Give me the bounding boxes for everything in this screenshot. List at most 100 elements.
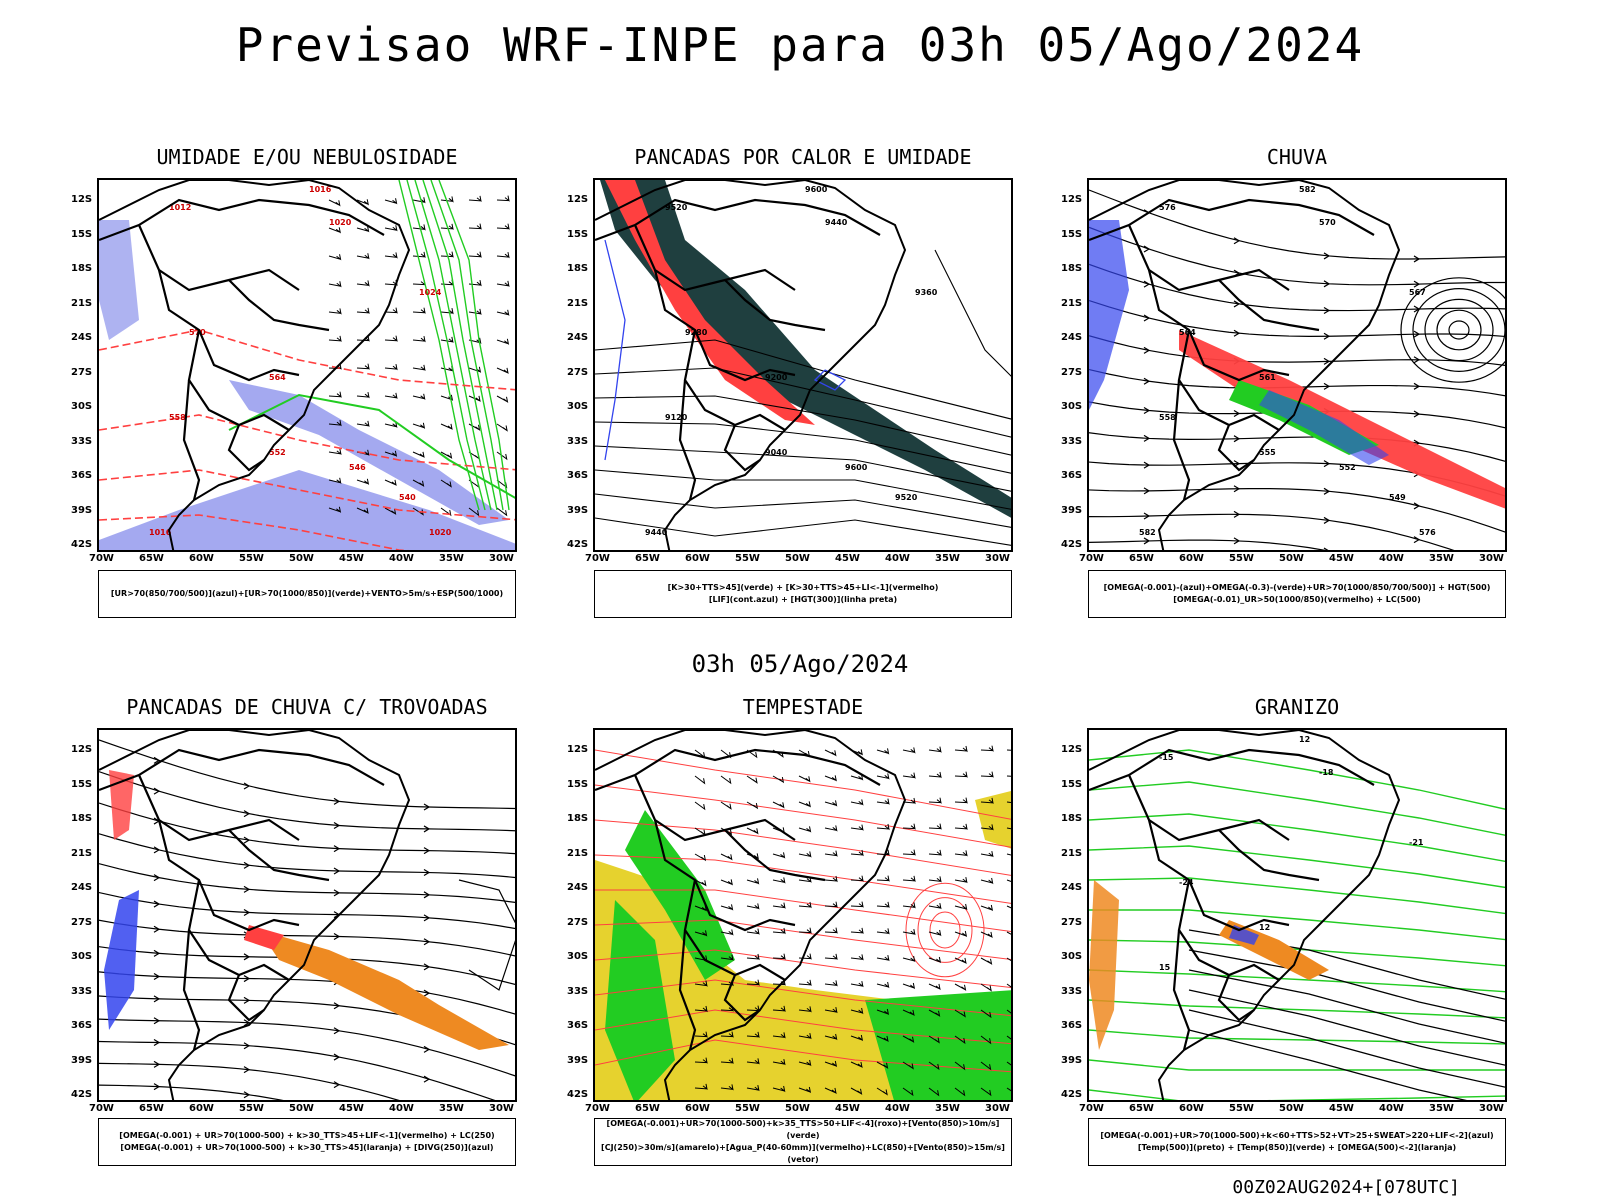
streamline-arrow	[153, 925, 161, 933]
country-border	[1218, 829, 1320, 882]
contour-label: 567	[1409, 288, 1426, 297]
streamline-arrow	[1143, 537, 1151, 545]
contour-label: 9520	[895, 493, 918, 502]
instability-red-area	[605, 180, 815, 425]
precip-water-red-contour	[595, 919, 1011, 961]
wind-vector	[902, 902, 916, 909]
wind-vector	[954, 823, 968, 831]
wind-vector	[412, 479, 425, 487]
wind-vector	[980, 1009, 992, 1019]
temp500-black-contour	[1188, 949, 1505, 1022]
longitude-label: 70W	[1079, 1103, 1104, 1114]
streamline-arrow	[153, 1083, 161, 1091]
latitude-label: 30S	[71, 951, 93, 962]
latitude-label: 36S	[71, 470, 93, 481]
wind-vector	[440, 365, 454, 372]
wind-vector	[412, 451, 425, 459]
wind-vector	[954, 850, 968, 857]
wind-vector	[496, 252, 510, 259]
latitude-label: 18S	[1061, 813, 1083, 824]
wind-vector	[720, 929, 734, 936]
longitude-label: 45W	[339, 553, 364, 564]
latitude-label: 39S	[71, 1054, 93, 1066]
wind-vector	[798, 927, 812, 934]
streamline-arrow	[1233, 410, 1241, 418]
wind-vector	[928, 903, 942, 910]
streamline	[99, 891, 515, 930]
latitude-label: 18S	[1061, 263, 1083, 274]
country-border	[182, 929, 201, 1051]
streamline-arrow	[333, 845, 341, 853]
wind-vector	[824, 927, 838, 934]
precip-water-red-contour	[905, 882, 985, 978]
latitude-label: 27S	[567, 366, 589, 378]
humidity-blue-area	[99, 470, 515, 550]
latitude-label: 30S	[567, 951, 589, 962]
wind-vector	[468, 507, 480, 517]
longitude-label: 65W	[635, 553, 660, 564]
streamline-arrow	[1143, 314, 1151, 322]
contour-label: 9040	[765, 448, 788, 457]
wind-vector	[850, 799, 864, 806]
panel-title: UMIDADE E/OU NEBULOSIDADE	[156, 145, 458, 169]
wind-vector	[496, 423, 508, 432]
temp850-green-contour	[1089, 909, 1505, 941]
streamline-arrow	[333, 1053, 341, 1061]
latitude-label: 39S	[71, 504, 93, 516]
wind850-green-area	[625, 810, 735, 980]
country-border	[227, 424, 265, 472]
longitude-label: 40W	[1379, 1103, 1404, 1114]
latitude-label: 39S	[1061, 1054, 1083, 1066]
thickness-red-contour	[99, 329, 515, 391]
coastline	[595, 730, 907, 1100]
wind-vector	[772, 852, 786, 859]
wind-vector	[850, 774, 864, 781]
wind-vector	[328, 281, 342, 288]
contour-label: 1012	[169, 203, 191, 212]
wind-vector	[412, 364, 426, 372]
wind-vector	[798, 775, 811, 783]
wind-vector	[694, 980, 708, 987]
streamline-arrow	[423, 963, 431, 971]
map-panel: 12 -15 -18 -21 -24 12 15	[1087, 728, 1507, 1102]
humidity-green-contour	[414, 180, 492, 511]
contour-label: 12	[1259, 923, 1270, 932]
latitude-label: 12S	[71, 194, 93, 205]
wind-vector	[850, 1034, 864, 1042]
latitude-label: 36S	[1061, 470, 1083, 481]
wind-vector	[694, 801, 706, 811]
latitude-label: 21S	[567, 297, 589, 309]
longitude-label: 40W	[389, 553, 414, 564]
wind-vector	[876, 955, 890, 962]
wind-vector	[746, 979, 760, 986]
country-border	[724, 279, 826, 332]
precip-water-red-contour	[595, 749, 1011, 820]
temp850-green-contour	[1089, 1089, 1505, 1100]
latitude-label: 33S	[567, 435, 589, 447]
latitude-label: 24S	[567, 882, 589, 893]
longitude-label: 45W	[1329, 1103, 1354, 1114]
temp850-green-contour	[1089, 1029, 1505, 1045]
latitude-label: 27S	[71, 366, 93, 378]
longitude-label: 30W	[985, 553, 1010, 564]
lif-blue-contour	[604, 239, 626, 461]
longitude-label: 30W	[489, 553, 514, 564]
contour-label: 552	[269, 448, 286, 457]
longitude-label: 35W	[439, 1103, 464, 1114]
wind-vector	[902, 823, 916, 830]
streamline-arrow	[1413, 502, 1421, 510]
longitude-label: 30W	[985, 1103, 1010, 1114]
wind-vector	[412, 251, 426, 259]
precip-water-red-contour	[595, 889, 1011, 932]
longitude-label: 55W	[1229, 553, 1254, 564]
latitude-label: 33S	[1061, 985, 1083, 997]
streamline	[99, 739, 515, 810]
panel-legend: [OMEGA(-0.001)+UR>70(1000-500)+k>35_TTS>…	[594, 1118, 1012, 1166]
country-border	[182, 379, 201, 501]
latitude-label: 24S	[1061, 332, 1083, 343]
pressure-center-contour	[1400, 277, 1505, 383]
latitude-label: 42S	[71, 539, 93, 550]
legend-line: [OMEGA(-0.001)-(azul)+OMEGA(-0.3)-(verde…	[1103, 583, 1491, 592]
streamline-arrow	[423, 1045, 431, 1053]
latitude-label: 21S	[71, 847, 93, 859]
